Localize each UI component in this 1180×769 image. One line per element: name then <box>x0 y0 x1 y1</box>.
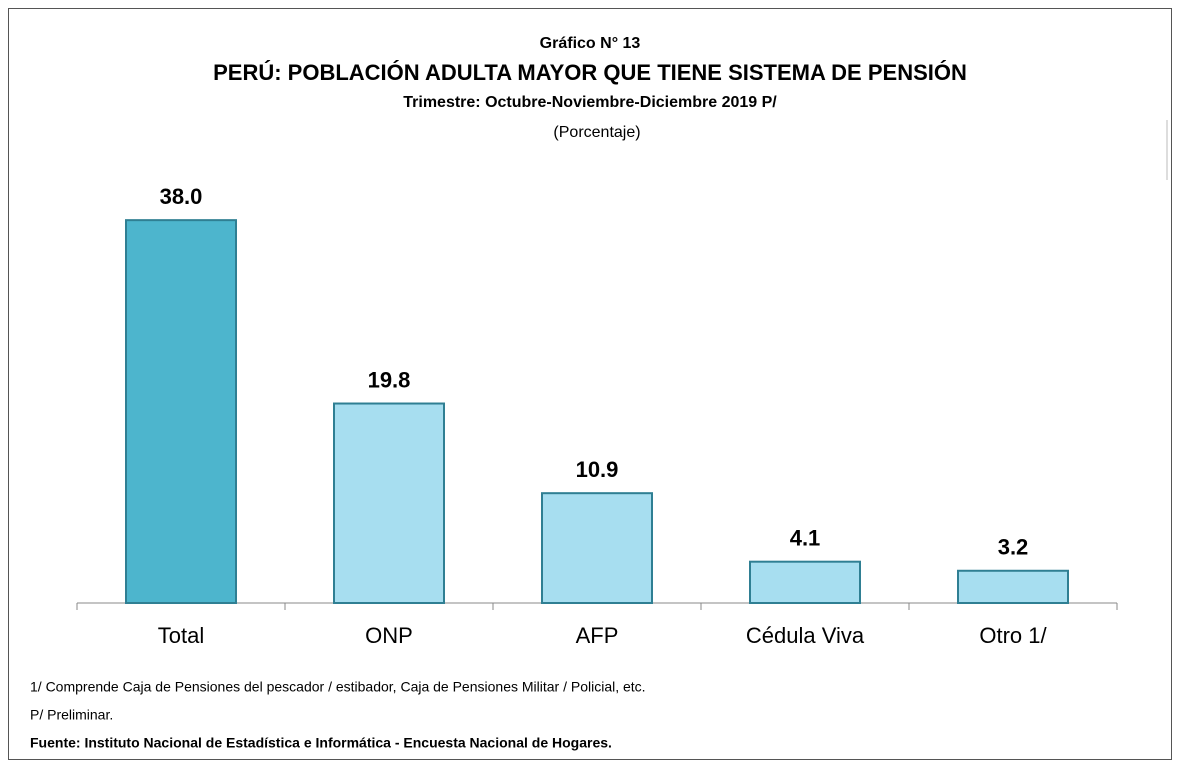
value-label: 4.1 <box>790 526 821 551</box>
bar <box>333 402 445 605</box>
footnote: P/ Preliminar. <box>30 707 113 723</box>
value-label: 19.8 <box>368 367 411 392</box>
bar <box>541 492 653 604</box>
source: Fuente: Instituto Nacional de Estadístic… <box>30 735 612 751</box>
x-tick-label: Otro 1/ <box>979 623 1047 648</box>
bar <box>749 560 861 605</box>
chart-title: PERÚ: POBLACIÓN ADULTA MAYOR QUE TIENE S… <box>213 60 967 85</box>
bar <box>957 569 1069 605</box>
footnote: 1/ Comprende Caja de Pensiones del pesca… <box>30 679 646 695</box>
x-tick-label: AFP <box>576 623 619 648</box>
unit-label: (Porcentaje) <box>553 124 640 141</box>
bar <box>125 219 237 604</box>
x-tick-label: ONP <box>365 623 413 648</box>
chart-kicker: Gráfico N° 13 <box>540 35 641 52</box>
value-label: 10.9 <box>576 457 619 482</box>
x-tick-label: Total <box>158 623 204 648</box>
value-label: 38.0 <box>160 184 203 209</box>
value-label: 3.2 <box>998 535 1029 560</box>
x-tick-label: Cédula Viva <box>746 623 865 648</box>
chart-subtitle: Trimestre: Octubre-Noviembre-Diciembre 2… <box>403 94 777 111</box>
